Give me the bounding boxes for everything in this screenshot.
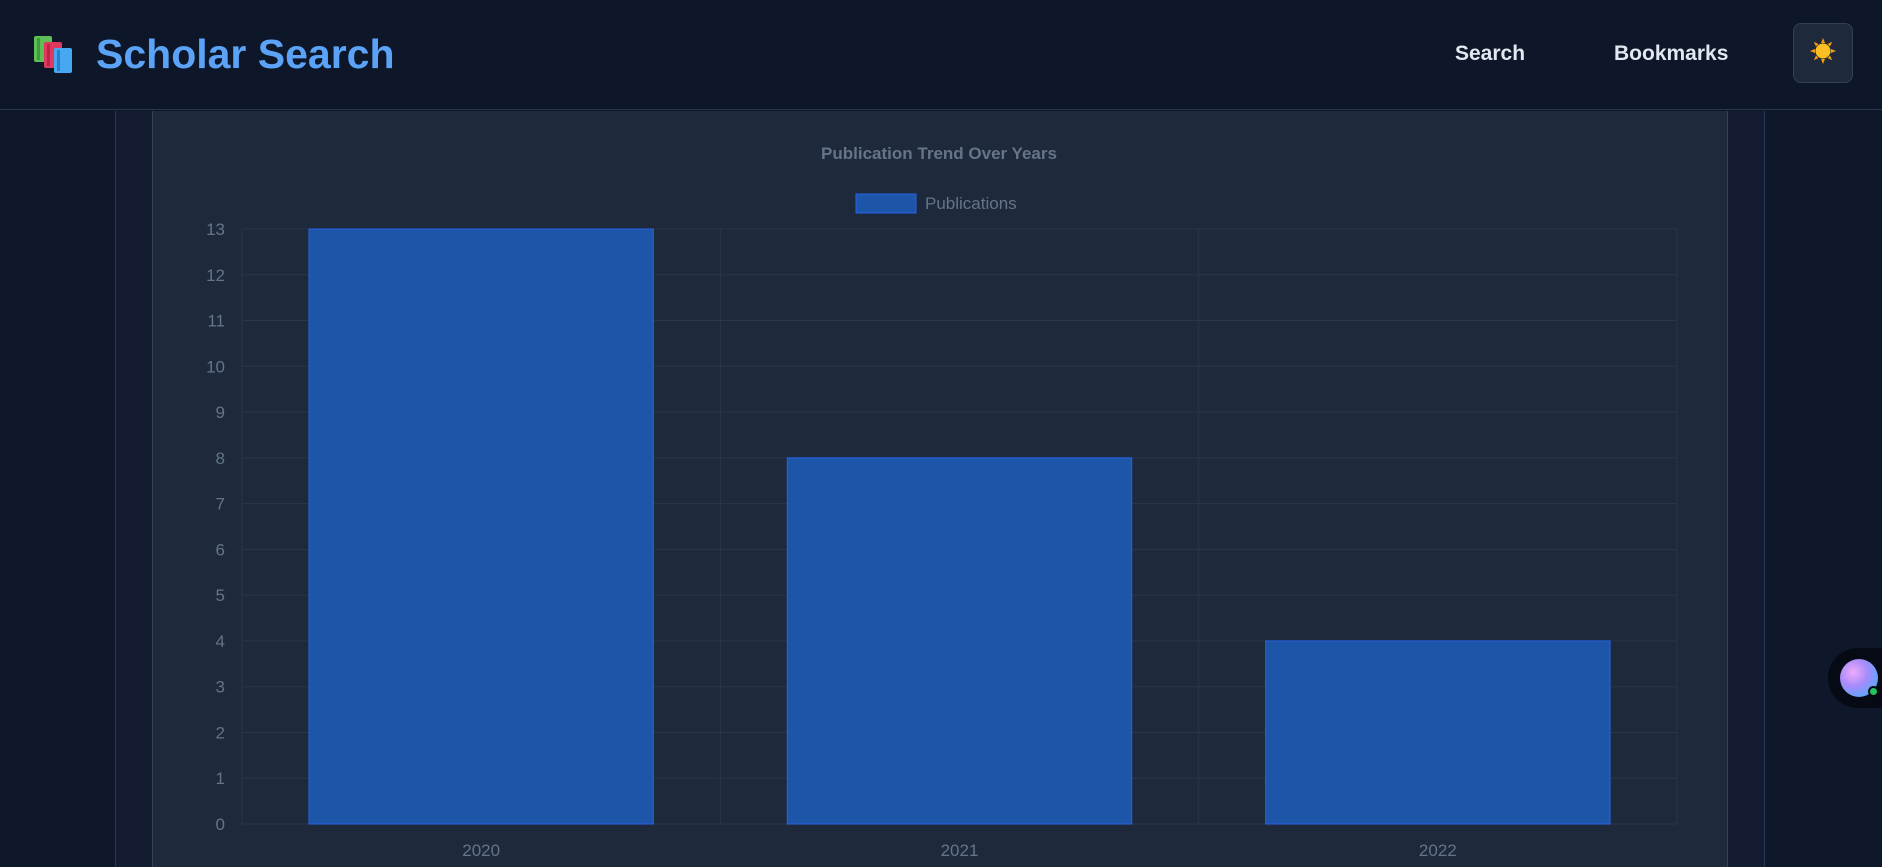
publication-trend-chart: Publication Trend Over Years Publication… xyxy=(206,144,1678,860)
x-tick-label: 2020 xyxy=(462,841,500,860)
online-status-dot xyxy=(1868,686,1879,697)
y-tick-label: 10 xyxy=(206,357,225,376)
y-tick-label: 11 xyxy=(207,312,225,331)
nav-bookmarks-link[interactable]: Bookmarks xyxy=(1614,42,1729,65)
y-tick-label: 4 xyxy=(216,632,225,651)
bar-2022[interactable] xyxy=(1265,640,1611,825)
app-title[interactable]: Scholar Search xyxy=(96,31,395,77)
y-tick-label: 8 xyxy=(216,449,225,468)
y-tick-label: 6 xyxy=(216,540,225,559)
nav-search-link[interactable]: Search xyxy=(1455,42,1526,65)
y-tick-label: 3 xyxy=(216,678,225,697)
y-tick-label: 12 xyxy=(206,266,225,285)
books-icon xyxy=(34,34,78,74)
y-tick-label: 0 xyxy=(216,815,225,834)
legend-swatch xyxy=(855,193,917,214)
x-tick-label: 2021 xyxy=(941,841,979,860)
publication-chart-card: Publication Trend Over Years Publication… xyxy=(152,111,1728,867)
y-tick-label: 2 xyxy=(216,723,225,742)
chart-title: Publication Trend Over Years xyxy=(821,144,1057,163)
legend-label: Publications xyxy=(925,194,1017,213)
app-header: Scholar Search Search Bookmarks xyxy=(0,0,1882,110)
chart-bars xyxy=(308,228,1611,825)
x-axis: 2020 2021 2022 xyxy=(462,841,1456,860)
chart-legend[interactable]: Publications xyxy=(855,193,1017,214)
bar-2020[interactable] xyxy=(308,228,654,825)
bar-2021[interactable] xyxy=(786,457,1133,825)
y-tick-label: 9 xyxy=(216,403,225,422)
assistant-launcher-button[interactable] xyxy=(1828,648,1882,708)
theme-toggle-button[interactable] xyxy=(1793,23,1853,83)
y-tick-label: 1 xyxy=(216,769,225,788)
sun-icon xyxy=(1809,37,1837,70)
x-tick-label: 2022 xyxy=(1419,841,1457,860)
y-tick-label: 13 xyxy=(206,220,225,239)
y-tick-label: 7 xyxy=(216,495,225,514)
y-tick-label: 5 xyxy=(216,586,225,605)
